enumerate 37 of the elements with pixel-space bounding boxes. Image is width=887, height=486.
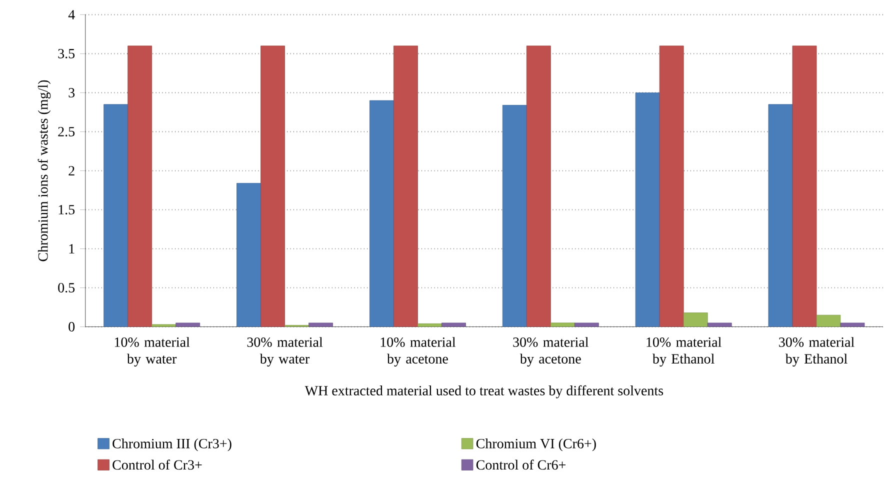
x-axis-title: WH extracted material used to treat wastes by different solvents: [304, 386, 664, 399]
x-tick-label: 30% material by Ethanol: [779, 337, 854, 367]
bar: [502, 105, 527, 328]
bar: [152, 324, 176, 328]
bar: [236, 183, 261, 328]
legend-label: Control of Cr3+: [112, 460, 202, 470]
bar: [768, 104, 793, 328]
bar: [104, 104, 128, 328]
y-tick-label: 2.5: [58, 127, 75, 137]
y-tick-label: 0.5: [58, 283, 75, 293]
bar: [394, 46, 418, 328]
bar: [792, 46, 817, 328]
bar: [635, 92, 660, 328]
legend-label: Control of Cr6+: [476, 460, 566, 470]
x-tick-label: 10% material by water: [114, 337, 190, 367]
bar: [683, 312, 708, 328]
y-axis-title: Chromium ions of wastes (mg/l): [38, 80, 51, 262]
bar: [659, 46, 684, 328]
y-tick-label: 3.5: [58, 49, 75, 59]
y-tick-label: 4: [68, 10, 75, 20]
y-tick-label: 1: [69, 244, 74, 254]
legend-label: Chromium III (Cr3+): [112, 438, 232, 452]
bar: [816, 315, 841, 328]
y-tick-label: 3: [68, 88, 75, 98]
y-tick-label: 2: [68, 166, 74, 176]
bar: [526, 46, 551, 328]
x-tick-label: 30% material by acetone: [513, 337, 588, 367]
legend-label: Chromium VI (Cr6+): [476, 438, 596, 452]
x-tick-label: 10% material by Ethanol: [646, 337, 722, 367]
bar: [550, 322, 575, 328]
y-tick-label: 0: [68, 322, 75, 332]
bar: [260, 46, 285, 328]
x-tick-label: 30% material by water: [247, 337, 323, 367]
bar: [128, 46, 152, 328]
y-tick-label: 1.5: [58, 205, 75, 215]
x-tick-label: 10% material by acetone: [380, 337, 456, 367]
bar: [369, 100, 394, 328]
